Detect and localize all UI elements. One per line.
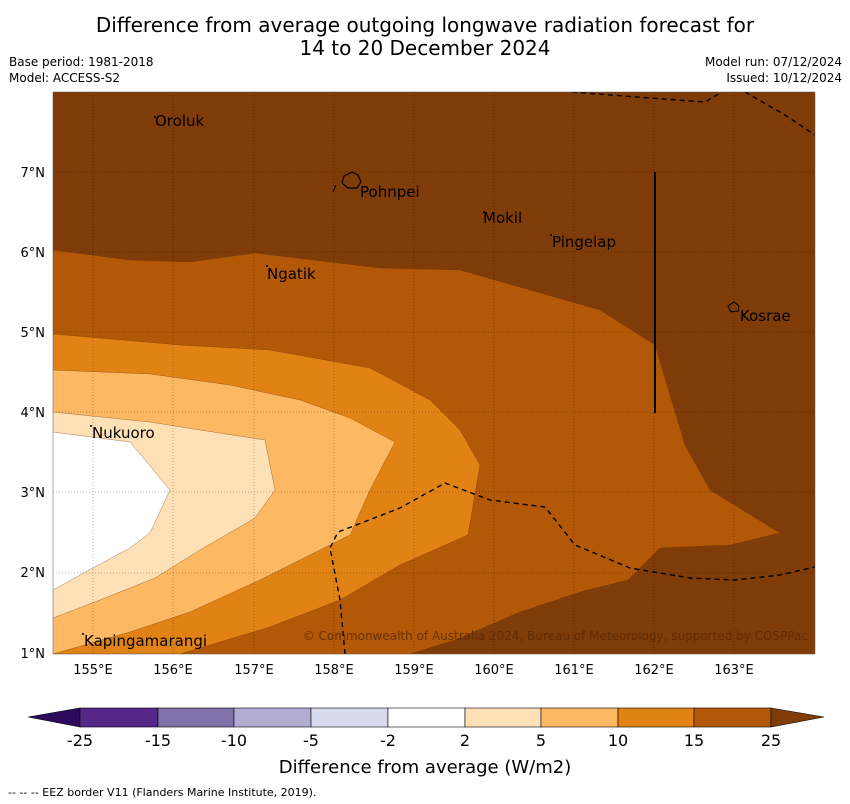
colorbar-tick: 15 bbox=[684, 731, 704, 750]
latitude-labels: 1°N 2°N 3°N 4°N 5°N 6°N 7°N bbox=[21, 166, 46, 662]
place-oroluk: Oroluk bbox=[155, 112, 204, 130]
lat-label: 7°N bbox=[21, 166, 46, 181]
lon-label: 161°E bbox=[554, 663, 594, 678]
colorbar-tick: 25 bbox=[761, 731, 781, 750]
graticule bbox=[53, 92, 815, 654]
kosrae-island bbox=[727, 301, 740, 313]
lon-label: 163°E bbox=[714, 663, 754, 678]
place-pingelap: Pingelap bbox=[552, 233, 616, 251]
place-kapingamarangi: Kapingamarangi bbox=[84, 632, 207, 650]
model-run-label: Model run: 07/12/2024 bbox=[704, 55, 842, 69]
lon-label: 156°E bbox=[153, 663, 193, 678]
lon-label: 158°E bbox=[314, 663, 354, 678]
model-label: Model: ACCESS-S2 bbox=[9, 71, 121, 85]
field-neutral bbox=[53, 432, 170, 590]
map-title-line1: Difference from average outgoing longwav… bbox=[95, 13, 755, 37]
pohnpei-island bbox=[341, 171, 362, 189]
colorbar-low-extend bbox=[27, 707, 81, 728]
colorbar-high-extend bbox=[770, 707, 825, 728]
place-labels: Oroluk Pohnpei Mokil Pingelap Ngatik Kos… bbox=[84, 112, 791, 650]
place-kosrae: Kosrae bbox=[740, 307, 791, 325]
colorbar-tick: -5 bbox=[303, 731, 319, 750]
longitude-labels: 155°E 156°E 157°E 158°E 159°E 160°E 161°… bbox=[73, 663, 754, 678]
ant-atoll-mark bbox=[332, 184, 337, 193]
base-period-label: Base period: 1981-2018 bbox=[9, 55, 154, 69]
lon-label: 159°E bbox=[394, 663, 434, 678]
lon-label: 160°E bbox=[474, 663, 514, 678]
colorbar-tick: 5 bbox=[536, 731, 546, 750]
lat-label: 1°N bbox=[21, 647, 46, 662]
issued-label: Issued: 10/12/2024 bbox=[726, 71, 842, 85]
colorbar-tick: -15 bbox=[145, 731, 171, 750]
place-mokil: Mokil bbox=[483, 209, 522, 227]
place-ngatik: Ngatik bbox=[267, 265, 316, 283]
map-title-line2: 14 to 20 December 2024 bbox=[299, 36, 551, 60]
map-frame bbox=[52, 91, 816, 655]
place-pohnpei: Pohnpei bbox=[360, 183, 420, 201]
lon-label: 155°E bbox=[73, 663, 113, 678]
footer-eez-note: -- -- -- EEZ border V11 (Flanders Marine… bbox=[8, 786, 317, 799]
colorbar-tick: 10 bbox=[608, 731, 628, 750]
lat-label: 6°N bbox=[21, 246, 46, 261]
eez-border bbox=[329, 92, 815, 654]
lat-label: 2°N bbox=[21, 566, 46, 581]
lon-label: 157°E bbox=[234, 663, 274, 678]
place-nukuoro: Nukuoro bbox=[92, 424, 155, 442]
lat-label: 4°N bbox=[21, 406, 46, 421]
lat-label: 5°N bbox=[21, 326, 46, 341]
colorbar-tick: -25 bbox=[67, 731, 93, 750]
copyright-text: © Commonwealth of Australia 2024, Bureau… bbox=[303, 629, 808, 643]
lon-label: 162°E bbox=[634, 663, 674, 678]
colorbar-ticks: -25 -15 -10 -5 -2 2 5 10 15 25 bbox=[67, 731, 781, 750]
contour-fields: Oroluk Pohnpei Mokil Pingelap Ngatik Kos… bbox=[53, 92, 815, 654]
colorbar-tick: 2 bbox=[460, 731, 470, 750]
colorbar-label: Difference from average (W/m2) bbox=[279, 757, 571, 778]
lat-label: 3°N bbox=[21, 486, 46, 501]
colorbar bbox=[27, 707, 825, 728]
colorbar-tick: -2 bbox=[380, 731, 396, 750]
colorbar-tick: -10 bbox=[221, 731, 247, 750]
